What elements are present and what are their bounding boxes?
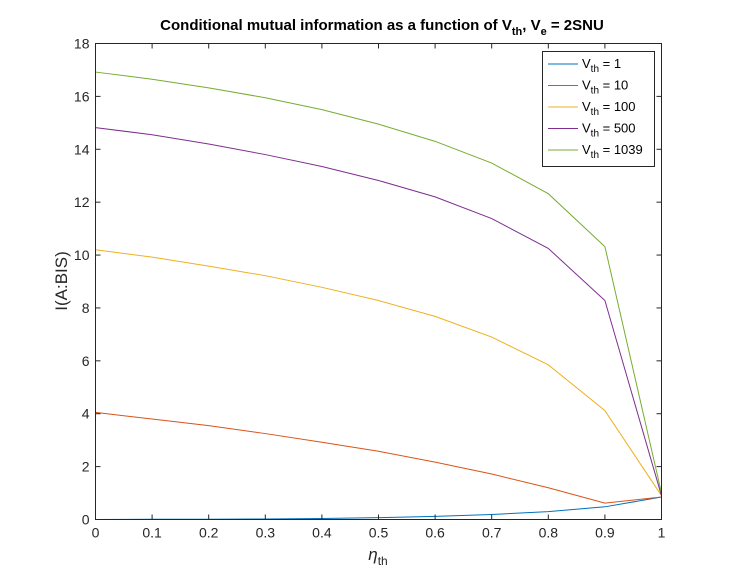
- x-tick-label: 0.6: [425, 525, 445, 541]
- legend-entry-5: Vth = 1039: [548, 142, 643, 161]
- y-tick-label: 4: [82, 406, 90, 422]
- legend-entry-4: Vth = 500: [548, 121, 636, 140]
- axis-ticks: 0 0.1 0.2 0.3 0.4 0.5 0.6 0.7 0.8 0.9 102468101214…: [74, 36, 666, 541]
- series-line-2: [95, 411, 662, 504]
- x-tick-label: 0.3: [256, 525, 276, 541]
- chart-title: Conditional mutual information as a func…: [160, 17, 604, 38]
- legend: Vth = 1 Vth = 10 Vth = 100 Vth = 500 Vth = 1…: [542, 51, 655, 167]
- series-line-3: [95, 249, 662, 496]
- legend-label: Vth = 1039: [582, 142, 643, 161]
- y-tick-label: 0: [82, 512, 90, 528]
- legend-label: Vth = 100: [582, 99, 636, 118]
- y-tick-label: 14: [74, 141, 90, 157]
- x-tick-label: 0.8: [539, 525, 559, 541]
- legend-label: Vth = 1: [582, 56, 621, 75]
- legend-entry-1: Vth = 1: [548, 56, 621, 75]
- x-tick-label: 0: [92, 525, 100, 541]
- legend-entry-3: Vth = 100: [548, 99, 636, 118]
- legend-box: [542, 51, 655, 167]
- x-tick-label: 0.7: [482, 525, 502, 541]
- legend-label: Vth = 10: [582, 78, 628, 97]
- x-tick-label: 0.9: [595, 525, 615, 541]
- y-tick-label: 12: [74, 194, 90, 210]
- x-tick-label: 0.5: [369, 525, 389, 541]
- plot-lines: [95, 71, 662, 520]
- x-tick-label: 0.2: [199, 525, 219, 541]
- series-line-5: [95, 71, 662, 494]
- x-axis-label: ηth: [368, 545, 387, 568]
- legend-label: Vth = 500: [582, 121, 636, 140]
- y-tick-label: 8: [82, 300, 90, 316]
- series-line-4: [95, 127, 662, 496]
- x-tick-label: 0.1: [142, 525, 162, 541]
- x-tick-label: 0.4: [312, 525, 332, 541]
- y-tick-label: 2: [82, 459, 90, 475]
- legend-entry-2: Vth = 10: [548, 78, 628, 97]
- y-tick-label: 16: [74, 88, 90, 104]
- y-tick-label: 10: [74, 247, 90, 263]
- y-tick-label: 18: [74, 36, 90, 52]
- y-tick-label: 6: [82, 353, 90, 369]
- x-tick-label: 1: [658, 525, 666, 541]
- y-axis-label: I(A:BIS): [52, 251, 71, 311]
